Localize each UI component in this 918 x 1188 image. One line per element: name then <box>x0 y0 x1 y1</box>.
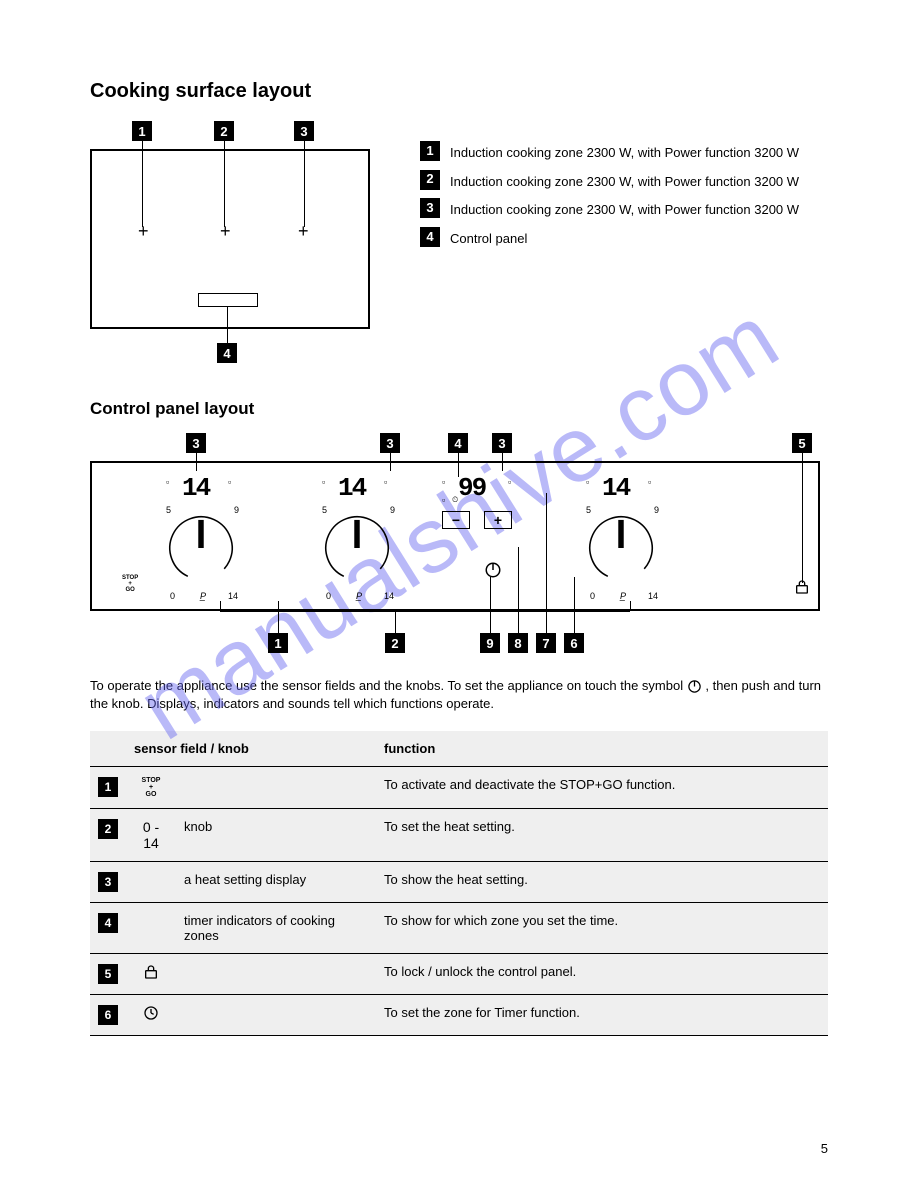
page-number: 5 <box>821 1141 828 1156</box>
callout-3: 3 <box>294 121 314 141</box>
panel-callout-5: 5 <box>792 433 812 453</box>
footer-text: To operate the appliance use the sensor … <box>90 677 828 713</box>
knob-1 <box>162 509 240 587</box>
layout-legend: 1Induction cooking zone 2300 W, with Pow… <box>420 121 799 361</box>
panel-title: Control panel layout <box>90 399 828 419</box>
panel-callout-9: 9 <box>480 633 500 653</box>
knob-3 <box>582 509 660 587</box>
display-1: 14 <box>182 473 209 503</box>
panel-callout-4: 4 <box>448 433 468 453</box>
panel-callout-2: 2 <box>385 633 405 653</box>
callout-1: 1 <box>132 121 152 141</box>
knob-2 <box>318 509 396 587</box>
layout-title: Cooking surface layout <box>90 80 828 103</box>
panel-figure: 3 3 4 3 5 1 2 9 8 7 6 14 ▫ ▫ 5 <box>90 433 830 661</box>
panel-callout-7: 7 <box>536 633 556 653</box>
clock-icon <box>143 1005 159 1021</box>
sensor-table: sensor field / knob function 1 STOP+GO T… <box>90 731 828 1036</box>
callout-2: 2 <box>214 121 234 141</box>
panel-callout-8: 8 <box>508 633 528 653</box>
display-2: 14 <box>338 473 365 503</box>
lock-icon <box>794 579 810 595</box>
power-inline-icon <box>687 679 702 694</box>
display-3: 14 <box>602 473 629 503</box>
power-icon <box>484 561 502 579</box>
layout-figure: + + + 1 2 3 4 <box>90 121 380 361</box>
timer-minus: − <box>442 511 470 529</box>
panel-callout-3: 3 <box>186 433 206 453</box>
lock-icon <box>143 964 159 980</box>
panel-callout-3b: 3 <box>380 433 400 453</box>
timer-plus: + <box>484 511 512 529</box>
timer-display: 99 <box>458 473 485 503</box>
panel-callout-3c: 3 <box>492 433 512 453</box>
panel-callout-6: 6 <box>564 633 584 653</box>
callout-4: 4 <box>217 343 237 363</box>
panel-callout-1: 1 <box>268 633 288 653</box>
